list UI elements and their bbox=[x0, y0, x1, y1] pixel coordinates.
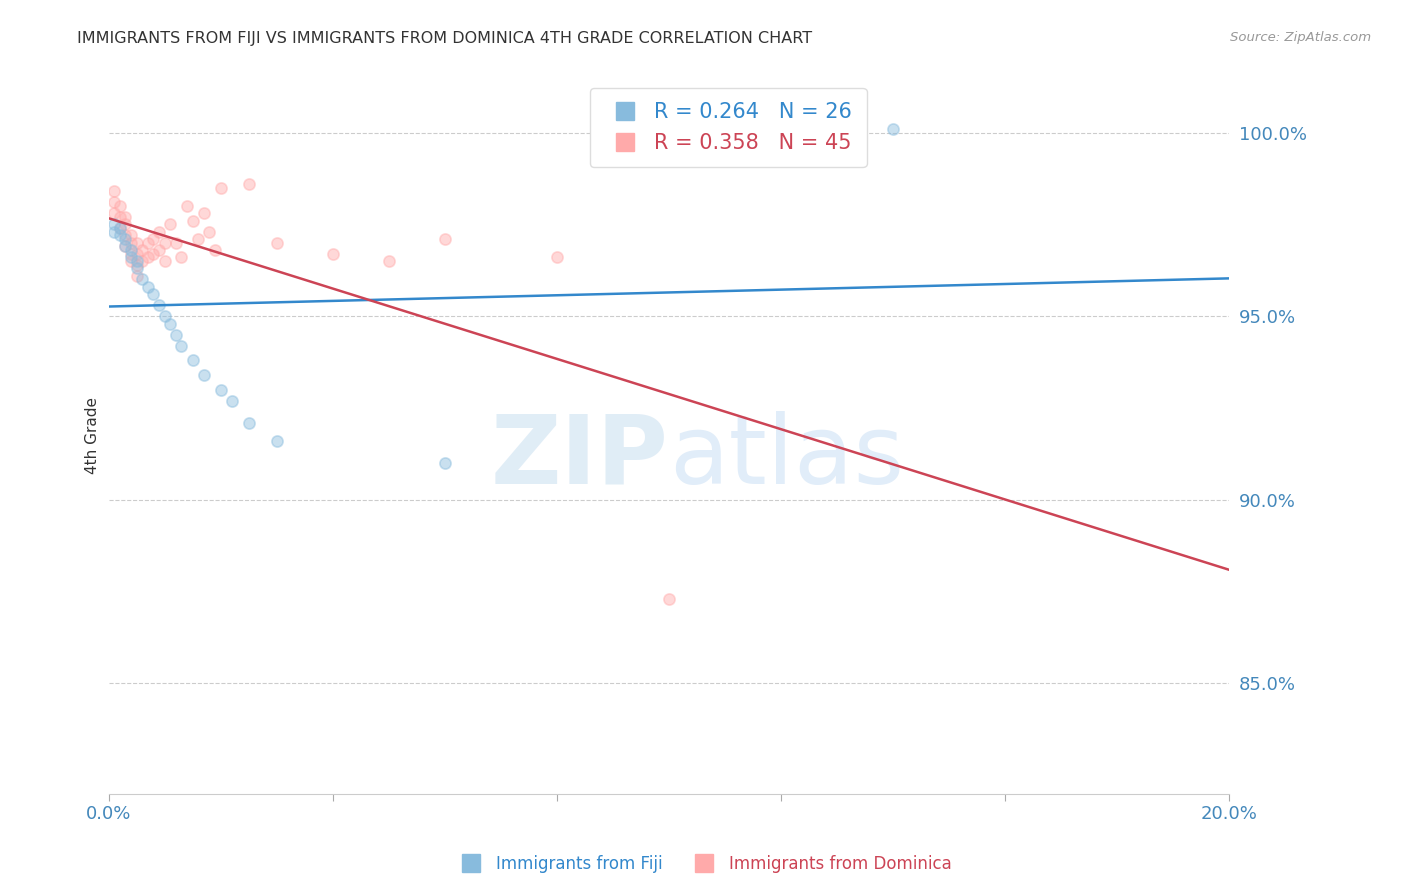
Point bbox=[159, 317, 181, 331]
Point bbox=[131, 272, 153, 286]
Point bbox=[125, 261, 148, 276]
Point bbox=[181, 213, 204, 227]
Text: atlas: atlas bbox=[669, 410, 904, 504]
Point bbox=[153, 254, 176, 268]
Point bbox=[170, 251, 193, 265]
Point bbox=[193, 368, 215, 382]
Point bbox=[882, 121, 904, 136]
Point bbox=[103, 218, 125, 232]
Point bbox=[114, 228, 136, 243]
Point bbox=[136, 251, 159, 265]
Point bbox=[108, 210, 131, 224]
Y-axis label: 4th Grade: 4th Grade bbox=[86, 397, 100, 474]
Point bbox=[103, 195, 125, 210]
Point bbox=[187, 232, 209, 246]
Point bbox=[209, 383, 232, 397]
Point bbox=[193, 206, 215, 220]
Point bbox=[108, 228, 131, 243]
Point bbox=[658, 592, 681, 607]
Point bbox=[546, 251, 568, 265]
Point bbox=[322, 246, 344, 260]
Point bbox=[433, 456, 456, 470]
Point bbox=[108, 221, 131, 235]
Point bbox=[120, 235, 142, 250]
Point bbox=[103, 184, 125, 198]
Point bbox=[120, 246, 142, 260]
Legend: Immigrants from Fiji, Immigrants from Dominica: Immigrants from Fiji, Immigrants from Do… bbox=[447, 848, 959, 880]
Point bbox=[125, 254, 148, 268]
Point bbox=[181, 353, 204, 368]
Point bbox=[198, 225, 221, 239]
Point bbox=[114, 239, 136, 253]
Point bbox=[148, 243, 170, 257]
Point bbox=[125, 258, 148, 272]
Point bbox=[114, 210, 136, 224]
Point bbox=[120, 254, 142, 268]
Point bbox=[159, 218, 181, 232]
Point bbox=[114, 218, 136, 232]
Text: ZIP: ZIP bbox=[491, 410, 669, 504]
Text: Source: ZipAtlas.com: Source: ZipAtlas.com bbox=[1230, 31, 1371, 45]
Point bbox=[238, 177, 260, 191]
Point bbox=[103, 206, 125, 220]
Point bbox=[125, 268, 148, 283]
Point bbox=[204, 243, 226, 257]
Point bbox=[142, 246, 165, 260]
Point bbox=[120, 228, 142, 243]
Point bbox=[120, 251, 142, 265]
Point bbox=[153, 235, 176, 250]
Point bbox=[209, 180, 232, 194]
Point bbox=[142, 287, 165, 301]
Point bbox=[131, 254, 153, 268]
Point bbox=[125, 235, 148, 250]
Point bbox=[238, 416, 260, 430]
Point bbox=[142, 232, 165, 246]
Point bbox=[221, 393, 243, 408]
Point bbox=[103, 225, 125, 239]
Point bbox=[377, 254, 399, 268]
Point bbox=[136, 280, 159, 294]
Point bbox=[108, 221, 131, 235]
Point bbox=[165, 235, 187, 250]
Point bbox=[266, 235, 288, 250]
Point bbox=[165, 327, 187, 342]
Text: IMMIGRANTS FROM FIJI VS IMMIGRANTS FROM DOMINICA 4TH GRADE CORRELATION CHART: IMMIGRANTS FROM FIJI VS IMMIGRANTS FROM … bbox=[77, 31, 813, 46]
Point bbox=[433, 232, 456, 246]
Point bbox=[108, 199, 131, 213]
Point bbox=[170, 338, 193, 352]
Point bbox=[148, 298, 170, 312]
Point bbox=[114, 239, 136, 253]
Point bbox=[153, 309, 176, 323]
Legend: R = 0.264   N = 26, R = 0.358   N = 45: R = 0.264 N = 26, R = 0.358 N = 45 bbox=[589, 87, 866, 168]
Point bbox=[120, 243, 142, 257]
Point bbox=[148, 225, 170, 239]
Point bbox=[131, 243, 153, 257]
Point bbox=[114, 232, 136, 246]
Point bbox=[176, 199, 198, 213]
Point bbox=[136, 235, 159, 250]
Point bbox=[266, 434, 288, 448]
Point bbox=[125, 246, 148, 260]
